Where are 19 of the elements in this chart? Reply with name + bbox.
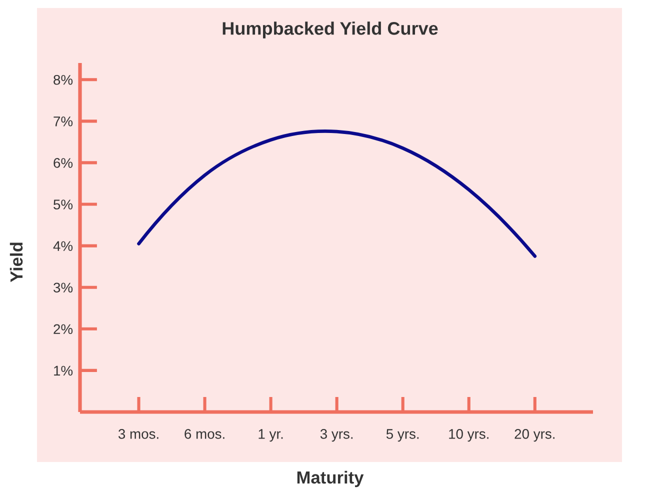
x-tick-label: 1 yr. (258, 429, 283, 442)
x-tick-label: 20 yrs. (514, 429, 554, 442)
x-tick-label: 6 mos. (184, 429, 224, 439)
y-tick-label: 3% (54, 282, 73, 293)
x-tick-label: 10 yrs. (449, 429, 488, 442)
y-axis-title: Yield (10, 242, 23, 282)
line-series (137, 130, 537, 258)
x-tick-label: 3 yrs. (320, 429, 353, 442)
y-tick-label: 2% (54, 324, 73, 334)
y-tick-label: 8% (54, 74, 73, 85)
y-tick-label: 6% (54, 158, 73, 168)
x-tick-label: 3 mos. (118, 429, 158, 439)
y-tick-label: 7% (54, 116, 73, 126)
y-tick-label: 5% (54, 200, 73, 210)
x-axis-title: Maturity (297, 470, 364, 488)
y-tick-label: 1% (54, 366, 73, 376)
x-tick-label: 5 yrs. (386, 429, 419, 442)
chart-title: Humpbacked Yield Curve (222, 22, 438, 38)
y-tick-label: 4% (53, 241, 73, 251)
